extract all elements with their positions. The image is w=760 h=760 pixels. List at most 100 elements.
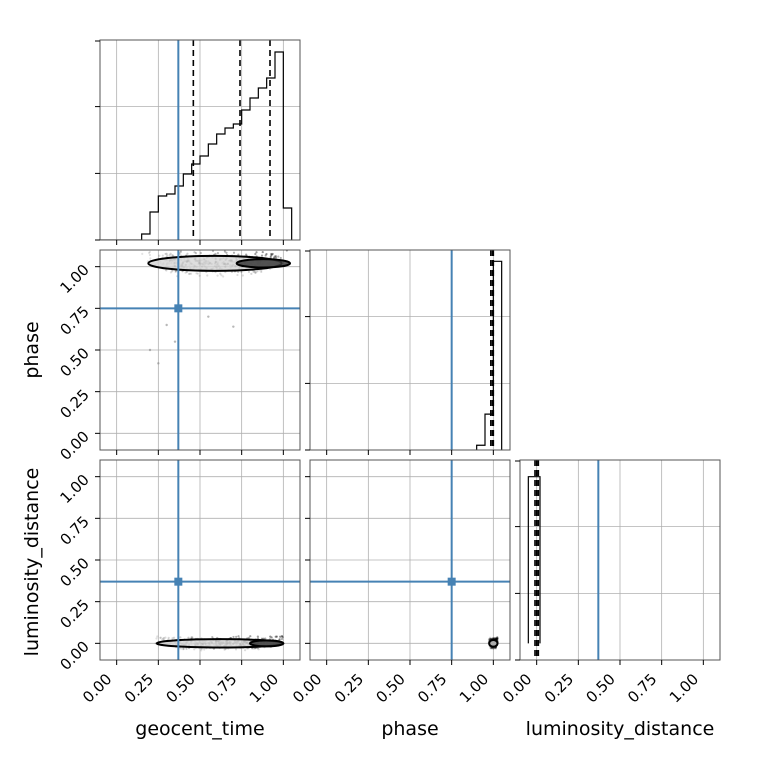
scatter-geocent_time-vs-phase-point-232: [274, 256, 278, 259]
scatter-geocent_time-vs-phase-point-273: [165, 269, 168, 272]
scatter-geocent_time-vs-luminosity_distance-point-21: [182, 647, 185, 650]
scatter-geocent_time-vs-phase-point-167: [269, 256, 272, 259]
scatter-geocent_time-vs-luminosity_distance-point-110: [257, 648, 260, 651]
scatter-geocent_time-vs-phase-outlier-5: [207, 315, 210, 318]
scatter-geocent_time-vs-luminosity_distance-point-273: [278, 637, 281, 641]
scatter-geocent_time-vs-phase-point-277: [260, 270, 263, 274]
scatter-geocent_time-vs-phase-point-194: [245, 253, 248, 256]
scatter-geocent_time-vs-phase-point-114: [274, 255, 277, 258]
scatter-phase-vs-luminosity_distance-point-281: [490, 647, 493, 650]
scatter-geocent_time-vs-luminosity_distance-point-393: [159, 636, 162, 639]
scatter-geocent_time-vs-phase-point-59: [169, 271, 173, 274]
scatter-geocent_time-vs-phase-outlier-1: [157, 362, 160, 365]
scatter-phase-vs-luminosity_distance-point-58: [492, 647, 495, 650]
scatter-geocent_time-vs-luminosity_distance-contour-1: [248, 639, 285, 648]
scatter-geocent_time-vs-phase-point-184: [179, 251, 182, 254]
scatter-geocent_time-vs-luminosity_distance-point-259: [274, 635, 277, 638]
scatter-geocent_time-vs-phase-point-131: [279, 256, 282, 260]
scatter-geocent_time-vs-phase-point-164: [225, 251, 228, 254]
scatter-geocent_time-vs-luminosity_distance-point-389: [182, 647, 185, 650]
scatter-phase-vs-luminosity_distance-point-315: [496, 637, 499, 640]
scatter-geocent_time-vs-phase: 0.00 0.25 0.50 0.75 1.00: [56, 249, 301, 464]
scatter-geocent_time-vs-luminosity_distance-point-223: [270, 636, 273, 639]
scatter-geocent_time-vs-luminosity_distance-point-111: [156, 635, 159, 638]
scatter-geocent_time-vs-luminosity_distance-point-338: [167, 636, 170, 640]
scatter-geocent_time-vs-luminosity_distance-ytick-label-3: 0.75: [56, 512, 92, 548]
scatter-geocent_time-vs-luminosity_distance-point-33: [234, 648, 238, 651]
scatter-geocent_time-vs-phase-ytick-label-3: 0.75: [56, 302, 92, 338]
scatter-geocent_time-vs-luminosity_distance-plot-area: [100, 460, 300, 660]
scatter-geocent_time-vs-luminosity_distance-point-253: [191, 636, 194, 639]
scatter-geocent_time-vs-phase-point-10: [241, 274, 244, 277]
scatter-geocent_time-vs-phase-point-278: [179, 250, 183, 253]
scatter-geocent_time-vs-phase-point-306: [193, 251, 196, 254]
scatter-geocent_time-vs-luminosity_distance-point-74: [180, 647, 183, 650]
scatter-phase-vs-luminosity_distance-point-24: [489, 637, 492, 640]
scatter-geocent_time-vs-luminosity_distance-point-311: [280, 634, 284, 638]
scatter-geocent_time-vs-luminosity_distance-point-320: [161, 638, 164, 641]
scatter-geocent_time-vs-phase-point-266: [169, 252, 172, 255]
scatter-geocent_time-vs-phase-point-392: [261, 250, 264, 254]
hist-geocent_time: [95, 39, 301, 245]
scatter-phase-vs-luminosity_distance-xtick-label-3: 0.75: [414, 670, 450, 706]
scatter-geocent_time-vs-luminosity_distance-point-140: [275, 635, 278, 638]
scatter-geocent_time-vs-phase-point-134: [194, 252, 197, 255]
scatter-phase-vs-luminosity_distance-point-141: [495, 637, 498, 640]
hist-luminosity_distance-xtick-label-4: 1.00: [666, 670, 702, 706]
scatter-phase-vs-luminosity_distance-point-357: [488, 638, 491, 641]
scatter-phase-vs-luminosity_distance-point-305: [487, 638, 490, 641]
scatter-geocent_time-vs-luminosity_distance-point-177: [182, 648, 185, 651]
scatter-geocent_time-vs-luminosity_distance-point-249: [247, 636, 251, 639]
scatter-geocent_time-vs-phase-point-365: [185, 270, 188, 273]
scatter-geocent_time-vs-phase-contour-1: [235, 258, 292, 269]
scatter-geocent_time-vs-phase-outlier-3: [232, 325, 235, 328]
scatter-geocent_time-vs-phase-point-236: [148, 250, 151, 253]
scatter-geocent_time-vs-luminosity_distance-ytick-label-0: 0.00: [56, 637, 92, 673]
scatter-geocent_time-vs-phase-point-242: [149, 257, 152, 260]
scatter-phase-vs-luminosity_distance-point-393: [493, 637, 496, 640]
hist-luminosity_distance-xtick-label-3: 0.75: [624, 670, 660, 706]
scatter-geocent_time-vs-phase-point-400: [222, 275, 225, 278]
scatter-geocent_time-vs-luminosity_distance-point-169: [256, 635, 259, 638]
scatter-geocent_time-vs-phase-point-104: [158, 254, 161, 257]
scatter-geocent_time-vs-luminosity_distance-xtick-label-0: 0.00: [79, 670, 115, 706]
scatter-geocent_time-vs-phase-point-92: [165, 252, 168, 255]
scatter-phase-vs-luminosity_distance-xtick-label-2: 0.50: [372, 670, 408, 706]
scatter-geocent_time-vs-luminosity_distance-point-374: [155, 637, 158, 640]
scatter-geocent_time-vs-luminosity_distance-point-236: [162, 637, 165, 640]
scatter-geocent_time-vs-phase-point-287: [187, 272, 191, 276]
scatter-geocent_time-vs-luminosity_distance-point-201: [200, 649, 203, 652]
scatter-geocent_time-vs-phase-point-130: [147, 251, 151, 255]
scatter-geocent_time-vs-phase-point-58: [252, 270, 255, 273]
scatter-geocent_time-vs-phase-point-15: [264, 254, 267, 257]
scatter-phase-vs-luminosity_distance-point-347: [491, 647, 494, 650]
scatter-geocent_time-vs-luminosity_distance-point-64: [200, 647, 203, 651]
hist-phase-plot-area: [310, 250, 510, 450]
scatter-geocent_time-vs-luminosity_distance-point-315: [235, 635, 238, 638]
scatter-geocent_time-vs-phase-point-127: [254, 252, 257, 256]
scatter-geocent_time-vs-luminosity_distance-point-348: [172, 636, 176, 639]
scatter-geocent_time-vs-phase-point-90: [148, 253, 151, 257]
scatter-phase-vs-luminosity_distance: 0.00 0.25 0.50 0.75 1.00: [289, 459, 511, 706]
scatter-geocent_time-vs-phase-point-206: [255, 251, 258, 254]
scatter-geocent_time-vs-luminosity_distance-xtick-label-3: 0.75: [204, 670, 240, 706]
scatter-phase-vs-luminosity_distance-xtick-label-0: 0.00: [289, 670, 325, 706]
scatter-geocent_time-vs-phase-point-320: [199, 251, 202, 255]
scatter-phase-vs-luminosity_distance-contour-0: [488, 639, 499, 648]
hist-luminosity_distance-steps: [527, 476, 541, 644]
scatter-geocent_time-vs-phase-point-290: [272, 256, 276, 259]
scatter-geocent_time-vs-luminosity_distance-point-103: [223, 648, 226, 651]
scatter-geocent_time-vs-phase-outlier-4: [165, 323, 168, 327]
scatter-phase-vs-luminosity_distance-truth-marker: [447, 577, 456, 586]
scatter-geocent_time-vs-phase-truth-marker: [174, 304, 183, 313]
scatter-geocent_time-vs-phase-point-216: [171, 270, 174, 273]
scatter-geocent_time-vs-luminosity_distance-point-131: [232, 635, 235, 639]
scatter-geocent_time-vs-luminosity_distance-point-114: [281, 635, 284, 639]
scatter-geocent_time-vs-phase-outlier-0: [148, 348, 152, 352]
hist-luminosity_distance-xtick-label-1: 0.25: [541, 670, 577, 706]
scatter-geocent_time-vs-luminosity_distance-point-269: [269, 635, 272, 638]
scatter-geocent_time-vs-luminosity_distance-point-322: [159, 636, 162, 640]
scatter-geocent_time-vs-phase-point-228: [164, 252, 167, 256]
scatter-geocent_time-vs-luminosity_distance-point-120: [190, 636, 193, 639]
